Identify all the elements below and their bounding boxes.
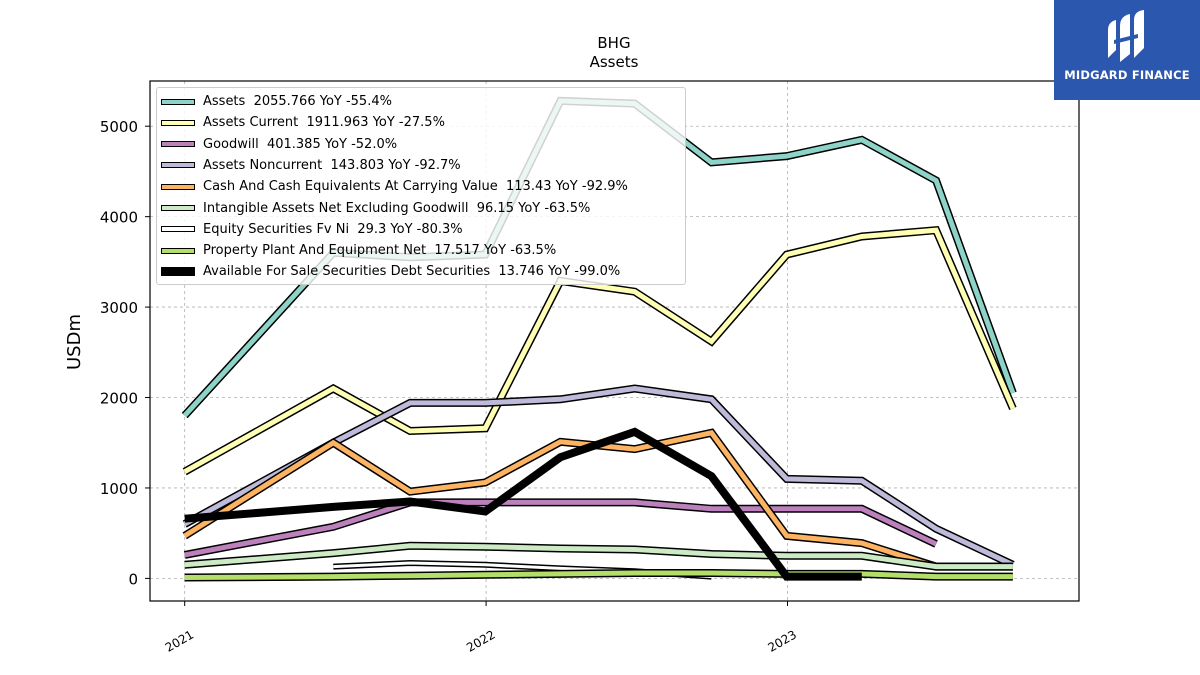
legend-swatch bbox=[161, 141, 195, 148]
legend-item: Goodwill 401.385 YoY -52.0% bbox=[159, 134, 397, 155]
y-tick-label: 1000 bbox=[100, 480, 138, 498]
y-tick-label: 0 bbox=[128, 570, 138, 588]
legend-label: Assets Current 1911.963 YoY -27.5% bbox=[203, 115, 445, 131]
series-line bbox=[183, 385, 1014, 568]
legend-swatch bbox=[161, 205, 195, 211]
legend-swatch bbox=[161, 247, 195, 254]
legend-item: Available For Sale Securities Debt Secur… bbox=[159, 261, 620, 282]
y-tick-label: 2000 bbox=[100, 390, 138, 408]
series-line bbox=[184, 499, 938, 558]
series-line bbox=[184, 427, 862, 581]
legend-item: Assets Noncurrent 143.803 YoY -92.7% bbox=[159, 155, 461, 176]
series-line bbox=[184, 570, 1013, 580]
series-2 bbox=[183, 498, 938, 559]
legend-swatch bbox=[161, 267, 195, 277]
legend-item: Equity Securities Fv Ni 29.3 YoY -80.3% bbox=[159, 219, 463, 240]
y-tick-label: 5000 bbox=[100, 118, 138, 136]
series-4 bbox=[182, 428, 1013, 571]
legend-label: Equity Securities Fv Ni 29.3 YoY -80.3% bbox=[203, 221, 463, 237]
legend-swatch bbox=[161, 119, 195, 126]
x-tick-label: 2021 bbox=[163, 627, 196, 654]
legend-item: Intangible Assets Net Excluding Goodwill… bbox=[159, 198, 590, 219]
brand-logo: MIDGARD FINANCE bbox=[1054, 0, 1200, 100]
y-axis-label: USDm bbox=[64, 314, 85, 370]
series-3 bbox=[182, 384, 1015, 569]
legend-swatch bbox=[161, 183, 195, 190]
midgard-logo-icon bbox=[1108, 10, 1144, 62]
legend-label: Available For Sale Securities Debt Secur… bbox=[203, 264, 621, 280]
legend-swatch bbox=[161, 226, 195, 233]
series-5 bbox=[184, 541, 1013, 571]
plot-frame bbox=[149, 80, 1080, 602]
axis-ticks: 0 1000 2000 3000 4000 5000 2021 2022 2023 bbox=[100, 118, 799, 655]
legend-item: Property Plant And Equipment Net 17.517 … bbox=[159, 240, 556, 261]
x-tick-label: 2023 bbox=[766, 627, 799, 654]
x-tick-label: 2022 bbox=[464, 627, 497, 654]
y-tick-label: 3000 bbox=[100, 299, 138, 317]
legend-label: Goodwill 401.385 YoY -52.0% bbox=[203, 136, 398, 152]
legend-label: Assets 2055.766 YoY -55.4% bbox=[203, 94, 392, 109]
legend: Assets 2055.766 YoY -55.4% Assets Current… bbox=[156, 87, 686, 285]
legend-swatch bbox=[161, 98, 195, 105]
legend-item: Assets Current 1911.963 YoY -27.5% bbox=[159, 112, 445, 133]
legend-item: Cash And Cash Equivalents At Carrying Va… bbox=[159, 176, 628, 197]
chart-title: BHG bbox=[597, 34, 630, 52]
legend-label: Intangible Assets Net Excluding Goodwill… bbox=[203, 200, 591, 216]
legend-label: Assets Noncurrent 143.803 YoY -92.7% bbox=[203, 157, 461, 173]
brand-name: MIDGARD FINANCE bbox=[1064, 68, 1190, 82]
series-8 bbox=[184, 427, 862, 581]
legend-item: Assets 2055.766 YoY -55.4% bbox=[159, 91, 392, 112]
series-line bbox=[183, 430, 1013, 570]
series-line-outline bbox=[182, 384, 1015, 569]
series-7 bbox=[184, 569, 1013, 582]
series-line bbox=[184, 543, 1013, 570]
y-tick-label: 4000 bbox=[100, 209, 138, 227]
legend-label: Property Plant And Equipment Net 17.517 … bbox=[203, 243, 557, 259]
legend-swatch bbox=[161, 162, 195, 169]
chart-subtitle: Assets bbox=[590, 53, 639, 71]
legend-label: Cash And Cash Equivalents At Carrying Va… bbox=[203, 179, 628, 195]
